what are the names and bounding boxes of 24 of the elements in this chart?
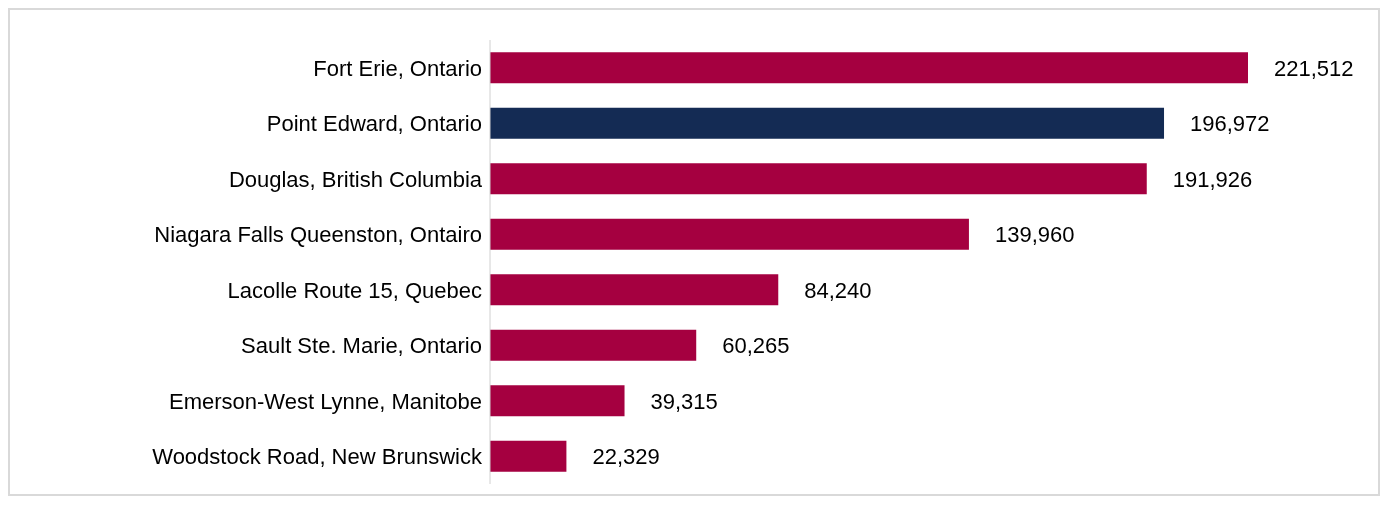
y-tick-label: Douglas, British Columbia: [228, 166, 483, 192]
bar: [490, 385, 625, 417]
data-label: 84,240: [804, 277, 872, 303]
data-label: 221,512: [1274, 55, 1354, 81]
data-label: 60,265: [722, 333, 790, 359]
data-label: 22,329: [592, 444, 660, 470]
bar: [490, 274, 779, 306]
bar: [490, 440, 567, 472]
data-label: 191,926: [1172, 166, 1253, 192]
y-tick-label: Fort Erie, Ontario: [313, 55, 482, 81]
data-label: 139,960: [994, 222, 1075, 248]
bar: [490, 107, 1165, 139]
y-tick-label: Point Edward, Ontario: [266, 111, 482, 137]
bar: [490, 329, 697, 361]
y-tick-label: Sault Ste. Marie, Ontario: [241, 333, 482, 359]
y-tick-label: Emerson-West Lynne, Manitobe: [168, 388, 482, 414]
bar: [490, 163, 1147, 195]
y-tick-label: Woodstock Road, New Brunswick: [152, 444, 483, 470]
data-label: 196,972: [1190, 111, 1270, 137]
data-label: 39,315: [650, 388, 718, 414]
bar: [490, 52, 1248, 84]
y-tick-label: Niagara Falls Queenston, Ontairo: [154, 222, 482, 248]
y-tick-label: Lacolle Route 15, Quebec: [227, 277, 482, 303]
bar: [490, 218, 969, 250]
